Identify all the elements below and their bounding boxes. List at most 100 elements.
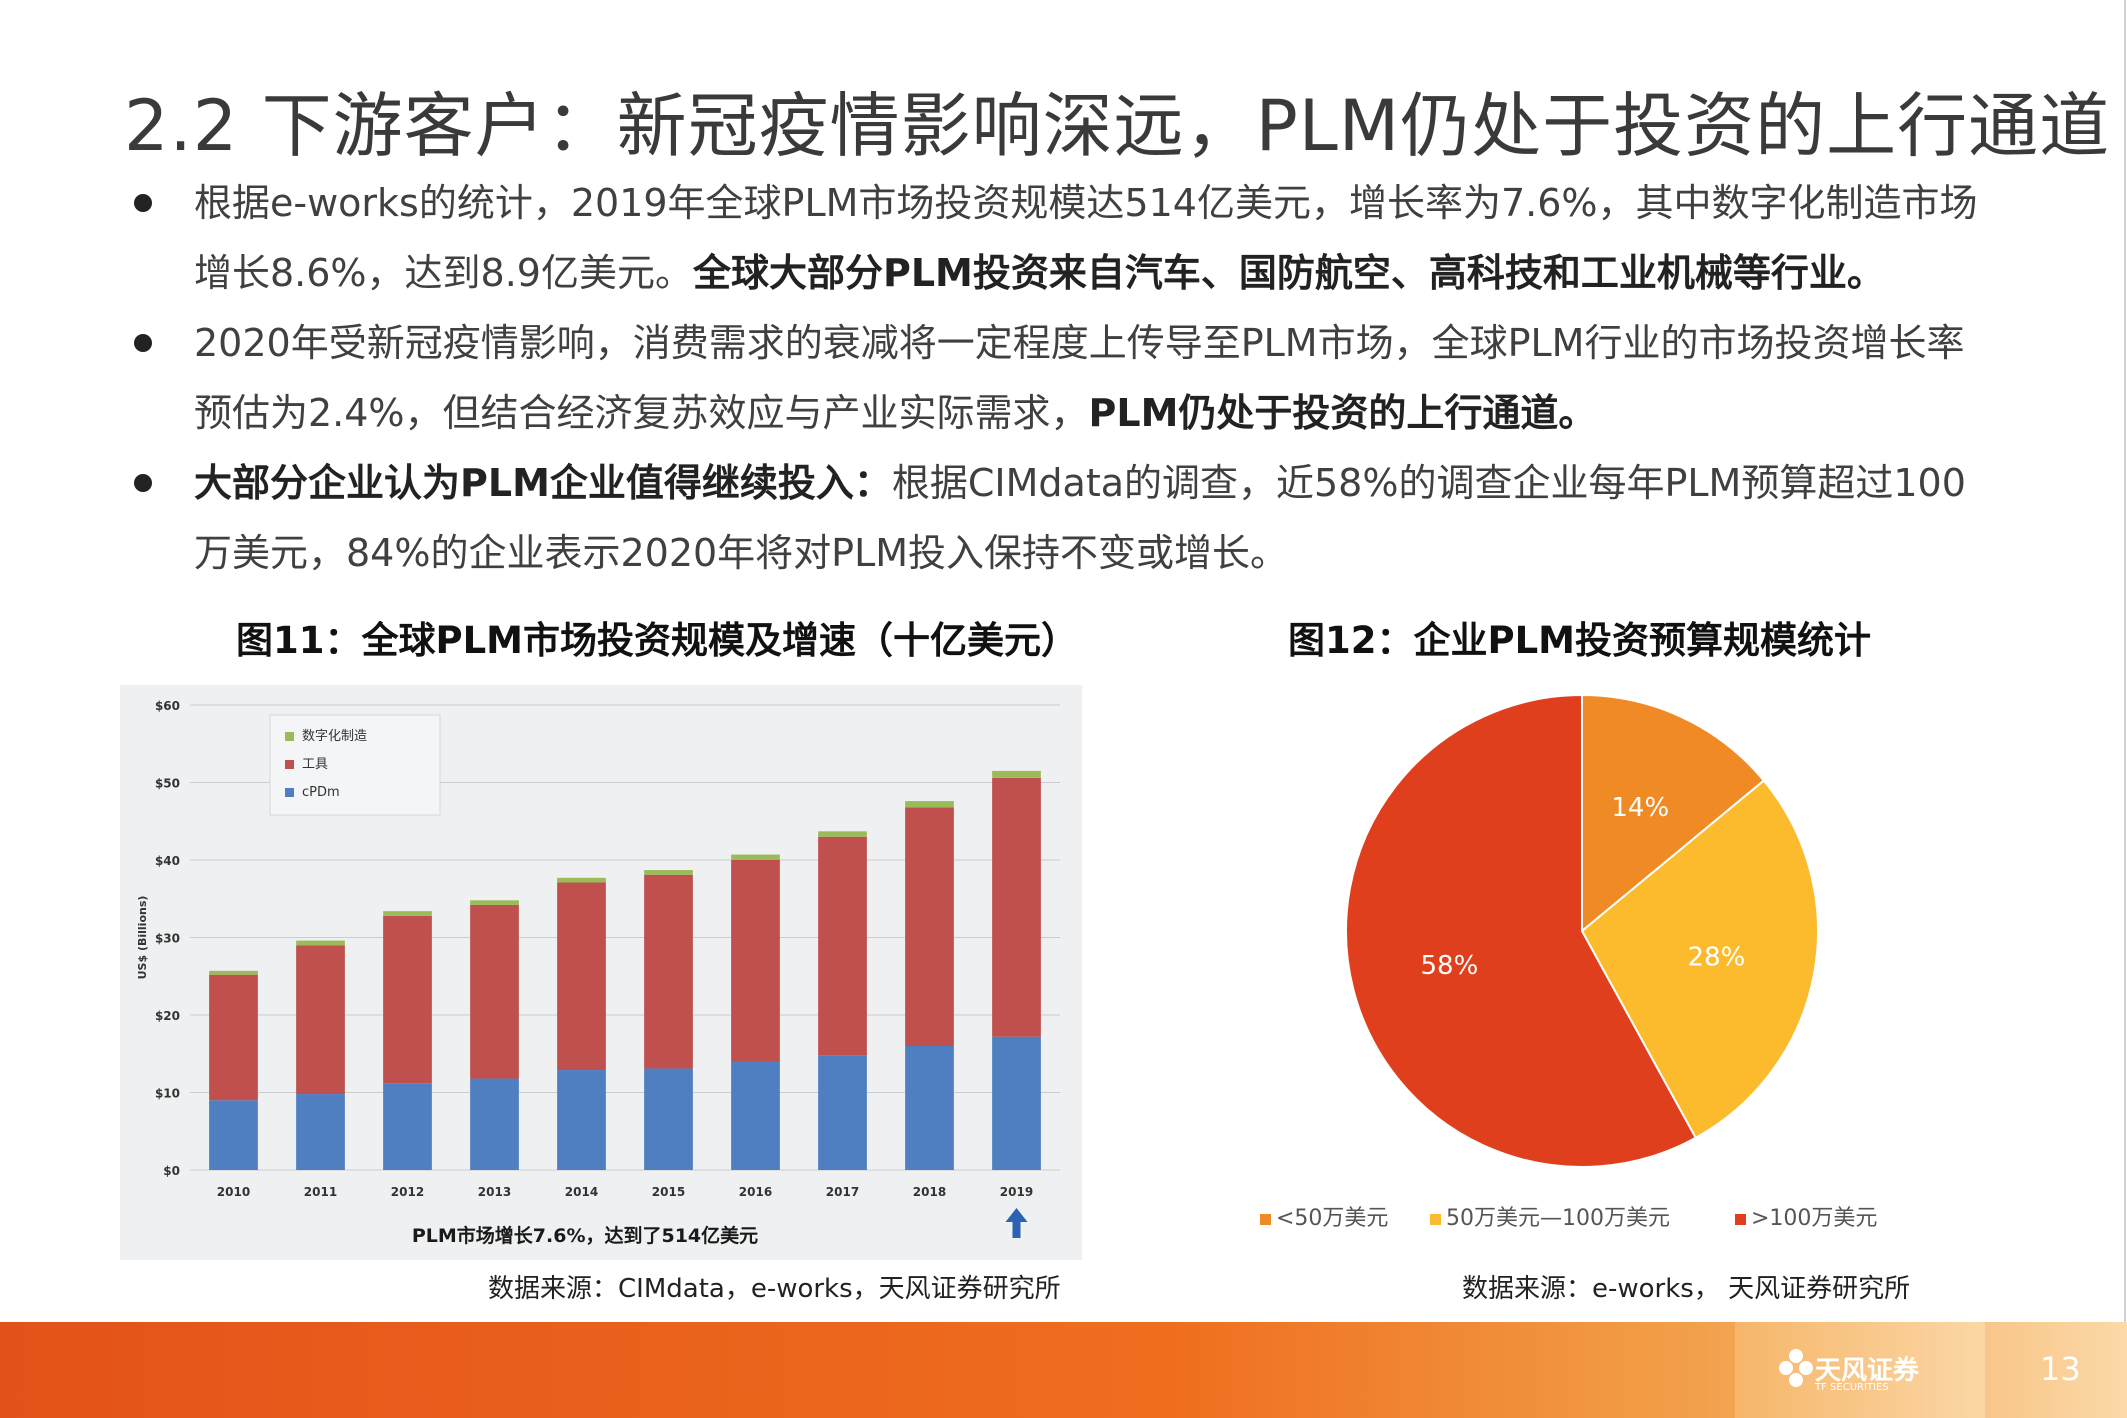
y-tick-label: $20: [155, 1009, 180, 1023]
bullet-1-line1: 根据e-works的统计，2019年全球PLM市场投资规模达514亿美元，增长率…: [194, 181, 1978, 225]
pie-chart-panel: 14% 28% 58% <50万美元 50万美元—100万美元 >100万美元: [1260, 675, 1890, 1235]
bar-数字化制造-2015: [644, 870, 693, 875]
bar-chart-panel: $0 $10 $20 $30 $40 $50 $60 US$ (Billions) 2010 20…: [120, 685, 1082, 1260]
flower-logo-icon: [1779, 1349, 1813, 1387]
legend-swatch-工具: [285, 760, 294, 769]
fig12-title: 图12：企业PLM投资预算规模统计: [1288, 619, 1872, 662]
bullet-3-line2: 万美元，84%的企业表示2020年将对PLM投入保持不变或增长。: [194, 531, 1289, 575]
x-tick-label: 2015: [652, 1185, 685, 1199]
bar-工具-2013: [470, 904, 519, 1079]
bar-cPDm-2010: [209, 1100, 258, 1170]
bar-cPDm-2011: [296, 1094, 345, 1170]
bullet-2-line2-plain: 预估为2.4%，但结合经济复苏效应与产业实际需求，: [194, 391, 1089, 435]
bar-数字化制造-2016: [731, 854, 780, 860]
x-tick-label: 2013: [478, 1185, 511, 1199]
legend-swatch-cPDm: [285, 788, 294, 797]
bar-annotation: PLM市场增长7.6%，达到了514亿美元: [412, 1224, 758, 1247]
bar-工具-2018: [905, 807, 954, 1046]
bar-数字化制造-2014: [557, 877, 606, 883]
fig11-title: 图11：全球PLM市场投资规模及增速（十亿美元）: [236, 619, 1079, 662]
pie-legend-swatch: [1260, 1214, 1271, 1225]
logo-name: 天风证券: [1815, 1356, 1920, 1386]
bar-工具-2017: [818, 836, 867, 1056]
bullet-dot-icon: [134, 194, 152, 212]
bar-工具-2015: [644, 874, 693, 1069]
bar-数字化制造-2012: [383, 911, 432, 916]
pie-value-label: 28%: [1688, 943, 1746, 973]
right-edge-rule: [2124, 0, 2126, 1322]
x-tick-label: 2011: [304, 1185, 337, 1199]
x-tick-label: 2017: [826, 1185, 859, 1199]
bullet-dot-icon: [134, 474, 152, 492]
bar-工具-2016: [731, 860, 780, 1062]
pie-slice-2: [1345, 693, 1698, 1168]
y-tick-label: $30: [155, 932, 180, 946]
logo-tagline: TF SECURITIES: [1815, 1382, 1889, 1393]
fig12-source: 数据来源：e-works， 天风证券研究所: [1462, 1274, 1911, 1304]
bar-cPDm-2014: [557, 1070, 606, 1170]
bullet-dot-icon: [134, 334, 152, 352]
pie-legend-label: <50万美元: [1276, 1206, 1388, 1231]
y-tick-label: $50: [155, 777, 180, 791]
logo-box: [1735, 1322, 1985, 1418]
bullet-1-line2-bold: 全球大部分PLM投资来自汽车、国防航空、高科技和工业机械等行业。: [692, 251, 1885, 295]
bar-数字化制造-2010: [209, 970, 258, 975]
bullet-2: 2020年受新冠疫情影响，消费需求的衰减将一定程度上传导至PLM市场，全球PLM…: [130, 308, 2030, 448]
bar-数字化制造-2017: [818, 831, 867, 837]
bullet-3-line1-bold: 大部分企业认为PLM企业值得继续投入：: [194, 461, 892, 505]
bar-cPDm-2019: [992, 1036, 1041, 1170]
pie-legend-swatch: [1430, 1214, 1441, 1225]
bar-cPDm-2015: [644, 1068, 693, 1170]
bar-工具-2011: [296, 945, 345, 1095]
fig11-source: 数据来源：CIMdata，e-works，天风证券研究所: [488, 1274, 1061, 1304]
x-tick-label: 2019: [1000, 1185, 1033, 1199]
pie-value-label: 58%: [1421, 951, 1479, 981]
bar-cPDm-2013: [470, 1078, 519, 1170]
bar-工具-2014: [557, 882, 606, 1071]
x-tick-label: 2018: [913, 1185, 946, 1199]
y-axis-label: US$ (Billions): [136, 896, 149, 980]
bullet-3-line1: 大部分企业认为PLM企业值得继续投入：根据CIMdata的调查，近58%的调查企…: [194, 448, 2030, 518]
y-tick-label: $0: [163, 1164, 180, 1178]
bullet-1-line2-plain: 增长8.6%，达到8.9亿美元。: [194, 251, 693, 295]
bar-数字化制造-2019: [992, 770, 1041, 778]
x-tick-label: 2010: [217, 1185, 250, 1199]
bar-工具-2012: [383, 915, 432, 1084]
bullet-2-line2: 预估为2.4%，但结合经济复苏效应与产业实际需求，PLM仍处于投资的上行通道。: [194, 378, 2030, 448]
bullet-2-line2-bold: PLM仍处于投资的上行通道。: [1088, 391, 1597, 435]
legend-label-数字化制造: 数字化制造: [302, 729, 367, 744]
bullet-list: 根据e-works的统计，2019年全球PLM市场投资规模达514亿美元，增长率…: [130, 168, 2030, 588]
bar-cPDm-2018: [905, 1046, 954, 1170]
bullet-3-line1-plain: 根据CIMdata的调查，近58%的调查企业每年PLM预算超过100: [891, 461, 1966, 505]
pie-legend: <50万美元 50万美元—100万美元 >100万美元: [1260, 1206, 1877, 1231]
pie-legend-label: 50万美元—100万美元: [1446, 1206, 1670, 1231]
bullet-1: 根据e-works的统计，2019年全球PLM市场投资规模达514亿美元，增长率…: [130, 168, 2030, 308]
pie-legend-label: >100万美元: [1751, 1206, 1877, 1231]
bar-cPDm-2017: [818, 1055, 867, 1170]
y-tick-label: $40: [155, 854, 180, 868]
bar-数字化制造-2011: [296, 940, 345, 946]
bullet-3: 大部分企业认为PLM企业值得继续投入：根据CIMdata的调查，近58%的调查企…: [130, 448, 2030, 588]
pie-slice-1: [1580, 779, 1819, 1140]
y-tick-label: $60: [155, 699, 180, 713]
bar-工具-2010: [209, 974, 258, 1101]
bullet-2-line1: 2020年受新冠疫情影响，消费需求的衰减将一定程度上传导至PLM市场，全球PLM…: [194, 321, 1965, 365]
bar-工具-2019: [992, 777, 1041, 1037]
bullet-1-line2: 增长8.6%，达到8.9亿美元。全球大部分PLM投资来自汽车、国防航空、高科技和…: [194, 238, 2030, 308]
bar-数字化制造-2018: [905, 801, 954, 808]
slide-title: 2.2 下游客户：新冠疫情影响深远，PLM仍处于投资的上行通道: [124, 85, 2111, 167]
pie-value-label: 14%: [1611, 793, 1669, 823]
bar-cPDm-2016: [731, 1061, 780, 1170]
pie-slice-0: [1581, 693, 1766, 934]
x-tick-label: 2016: [739, 1185, 772, 1199]
pie-legend-swatch: [1735, 1214, 1746, 1225]
legend-label-cPDm: cPDm: [302, 785, 340, 800]
legend-swatch-数字化制造: [285, 732, 294, 741]
bar-数字化制造-2013: [470, 900, 519, 905]
bar-cPDm-2012: [383, 1083, 432, 1170]
legend-label-工具: 工具: [302, 757, 328, 772]
bar-chart: $0 $10 $20 $30 $40 $50 $60 US$ (Billions) 2010 20…: [136, 699, 1060, 1247]
bar-legend-box: [269, 714, 441, 816]
up-arrow-icon: [1005, 1208, 1028, 1238]
